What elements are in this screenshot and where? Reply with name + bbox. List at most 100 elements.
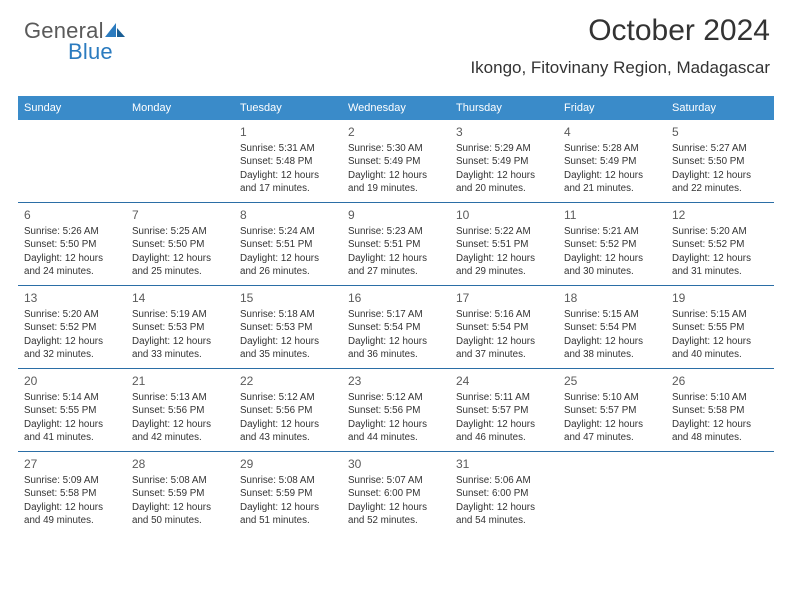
daylight-label: Daylight: 12 hours [672, 252, 770, 265]
sunset-label: Sunset: 5:49 PM [348, 155, 446, 168]
sunset-label: Sunset: 5:59 PM [132, 487, 230, 500]
calendar-day-cell: 27Sunrise: 5:09 AMSunset: 5:58 PMDayligh… [18, 452, 126, 535]
calendar-day-cell: 3Sunrise: 5:29 AMSunset: 5:49 PMDaylight… [450, 120, 558, 202]
daylight-label: and 30 minutes. [564, 265, 662, 278]
daylight-label: Daylight: 12 hours [24, 335, 122, 348]
sunset-label: Sunset: 5:53 PM [132, 321, 230, 334]
page-header: General Blue October 2024 Ikongo, Fitovi… [18, 14, 774, 96]
day-number: 23 [348, 373, 446, 389]
sunset-label: Sunset: 5:50 PM [672, 155, 770, 168]
day-number: 30 [348, 456, 446, 472]
calendar-day-cell: 28Sunrise: 5:08 AMSunset: 5:59 PMDayligh… [126, 452, 234, 535]
daylight-label: and 50 minutes. [132, 514, 230, 527]
calendar-day-cell: 13Sunrise: 5:20 AMSunset: 5:52 PMDayligh… [18, 286, 126, 368]
sunrise-label: Sunrise: 5:10 AM [564, 391, 662, 404]
day-number: 3 [456, 124, 554, 140]
day-number: 19 [672, 290, 770, 306]
sunset-label: Sunset: 5:59 PM [240, 487, 338, 500]
calendar-grid: Sunday Monday Tuesday Wednesday Thursday… [18, 96, 774, 535]
sunrise-label: Sunrise: 5:15 AM [672, 308, 770, 321]
daylight-label: and 43 minutes. [240, 431, 338, 444]
day-number: 24 [456, 373, 554, 389]
daylight-label: and 32 minutes. [24, 348, 122, 361]
calendar-day-cell: 20Sunrise: 5:14 AMSunset: 5:55 PMDayligh… [18, 369, 126, 451]
sunset-label: Sunset: 5:48 PM [240, 155, 338, 168]
sunrise-label: Sunrise: 5:21 AM [564, 225, 662, 238]
daylight-label: Daylight: 12 hours [348, 169, 446, 182]
sunset-label: Sunset: 5:54 PM [564, 321, 662, 334]
daylight-label: and 44 minutes. [348, 431, 446, 444]
daylight-label: and 17 minutes. [240, 182, 338, 195]
daylight-label: Daylight: 12 hours [564, 252, 662, 265]
page-title: October 2024 [588, 14, 770, 48]
daylight-label: and 33 minutes. [132, 348, 230, 361]
day-number: 28 [132, 456, 230, 472]
sunrise-label: Sunrise: 5:08 AM [240, 474, 338, 487]
brand-logo: General Blue [24, 18, 126, 71]
sunset-label: Sunset: 5:55 PM [24, 404, 122, 417]
daylight-label: and 21 minutes. [564, 182, 662, 195]
sunset-label: Sunset: 5:55 PM [672, 321, 770, 334]
calendar-day-empty [558, 452, 666, 535]
day-number: 13 [24, 290, 122, 306]
daylight-label: Daylight: 12 hours [348, 252, 446, 265]
daylight-label: Daylight: 12 hours [564, 335, 662, 348]
sunrise-label: Sunrise: 5:20 AM [24, 308, 122, 321]
calendar-week-row: 1Sunrise: 5:31 AMSunset: 5:48 PMDaylight… [18, 120, 774, 203]
sunrise-label: Sunrise: 5:09 AM [24, 474, 122, 487]
sunset-label: Sunset: 5:53 PM [240, 321, 338, 334]
daylight-label: and 19 minutes. [348, 182, 446, 195]
sunrise-label: Sunrise: 5:06 AM [456, 474, 554, 487]
sunrise-label: Sunrise: 5:30 AM [348, 142, 446, 155]
calendar-day-cell: 16Sunrise: 5:17 AMSunset: 5:54 PMDayligh… [342, 286, 450, 368]
daylight-label: and 41 minutes. [24, 431, 122, 444]
sunrise-label: Sunrise: 5:10 AM [672, 391, 770, 404]
daylight-label: and 37 minutes. [456, 348, 554, 361]
day-number: 17 [456, 290, 554, 306]
day-number: 27 [24, 456, 122, 472]
sunset-label: Sunset: 5:52 PM [672, 238, 770, 251]
sunset-label: Sunset: 5:49 PM [564, 155, 662, 168]
sunrise-label: Sunrise: 5:16 AM [456, 308, 554, 321]
sunrise-label: Sunrise: 5:28 AM [564, 142, 662, 155]
sunset-label: Sunset: 5:58 PM [672, 404, 770, 417]
daylight-label: Daylight: 12 hours [240, 501, 338, 514]
daylight-label: Daylight: 12 hours [564, 169, 662, 182]
calendar-day-cell: 12Sunrise: 5:20 AMSunset: 5:52 PMDayligh… [666, 203, 774, 285]
calendar-day-cell: 15Sunrise: 5:18 AMSunset: 5:53 PMDayligh… [234, 286, 342, 368]
daylight-label: Daylight: 12 hours [672, 335, 770, 348]
sunrise-label: Sunrise: 5:22 AM [456, 225, 554, 238]
daylight-label: Daylight: 12 hours [456, 418, 554, 431]
sunset-label: Sunset: 5:51 PM [456, 238, 554, 251]
daylight-label: and 38 minutes. [564, 348, 662, 361]
daylight-label: and 29 minutes. [456, 265, 554, 278]
weekday-header: Saturday [666, 98, 774, 120]
sunrise-label: Sunrise: 5:14 AM [24, 391, 122, 404]
calendar-day-cell: 30Sunrise: 5:07 AMSunset: 6:00 PMDayligh… [342, 452, 450, 535]
day-number: 4 [564, 124, 662, 140]
daylight-label: Daylight: 12 hours [132, 418, 230, 431]
day-number: 25 [564, 373, 662, 389]
sunrise-label: Sunrise: 5:25 AM [132, 225, 230, 238]
day-number: 26 [672, 373, 770, 389]
daylight-label: Daylight: 12 hours [132, 501, 230, 514]
sunset-label: Sunset: 5:50 PM [132, 238, 230, 251]
sunrise-label: Sunrise: 5:31 AM [240, 142, 338, 155]
daylight-label: Daylight: 12 hours [672, 169, 770, 182]
sunrise-label: Sunrise: 5:12 AM [240, 391, 338, 404]
sunset-label: Sunset: 5:51 PM [348, 238, 446, 251]
calendar-week-row: 13Sunrise: 5:20 AMSunset: 5:52 PMDayligh… [18, 286, 774, 369]
day-number: 31 [456, 456, 554, 472]
sunrise-label: Sunrise: 5:13 AM [132, 391, 230, 404]
sunrise-label: Sunrise: 5:20 AM [672, 225, 770, 238]
daylight-label: Daylight: 12 hours [348, 335, 446, 348]
daylight-label: Daylight: 12 hours [456, 335, 554, 348]
daylight-label: Daylight: 12 hours [456, 169, 554, 182]
day-number: 22 [240, 373, 338, 389]
calendar-day-cell: 24Sunrise: 5:11 AMSunset: 5:57 PMDayligh… [450, 369, 558, 451]
calendar-day-cell: 25Sunrise: 5:10 AMSunset: 5:57 PMDayligh… [558, 369, 666, 451]
daylight-label: Daylight: 12 hours [24, 252, 122, 265]
calendar-day-cell: 7Sunrise: 5:25 AMSunset: 5:50 PMDaylight… [126, 203, 234, 285]
weeks-container: 1Sunrise: 5:31 AMSunset: 5:48 PMDaylight… [18, 120, 774, 535]
daylight-label: Daylight: 12 hours [132, 252, 230, 265]
